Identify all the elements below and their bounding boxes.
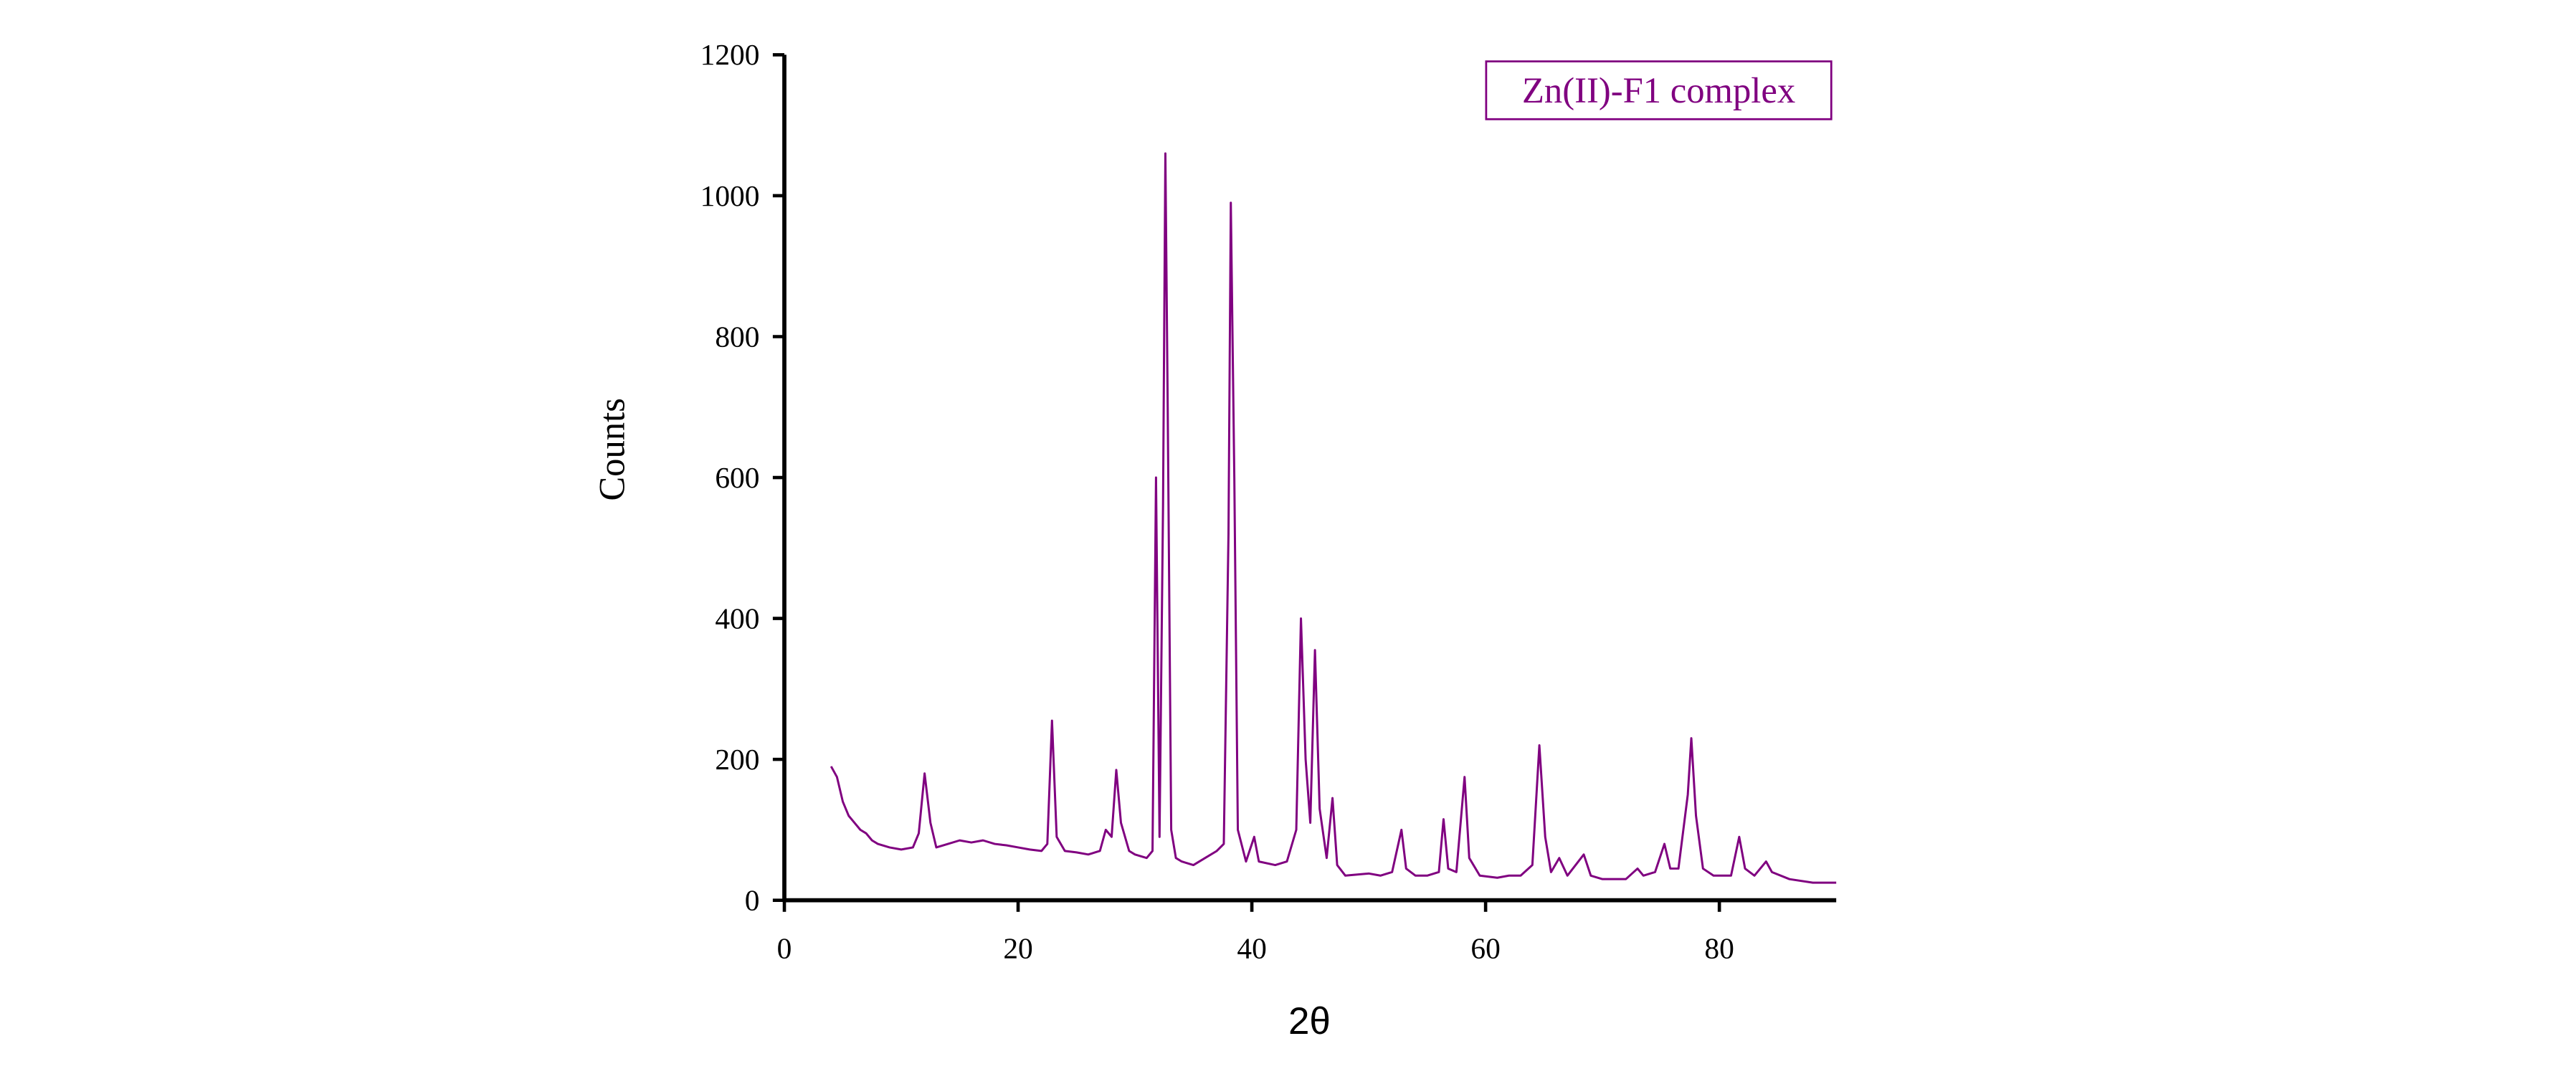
x-tick-label: 60 <box>1470 931 1500 964</box>
y-tick-label: 200 <box>715 743 759 776</box>
x-tick-label: 0 <box>777 931 792 964</box>
legend-box <box>1485 60 1833 120</box>
x-tick-label: 20 <box>1003 931 1032 964</box>
data-line <box>830 152 1837 884</box>
y-tick-label: 400 <box>715 602 759 635</box>
y-tick-label: 1000 <box>700 179 760 212</box>
y-tick-label: 1200 <box>700 38 760 71</box>
x-axis-label: 2θ <box>1288 1000 1331 1042</box>
y-tick-label: 0 <box>745 883 760 916</box>
legend-label: Zn(II)-F1 complex <box>1522 70 1795 110</box>
y-axis-label: Counts <box>592 398 632 501</box>
y-tick-label: 600 <box>715 461 759 494</box>
x-tick-label: 80 <box>1704 931 1734 964</box>
y-tick-label: 800 <box>715 320 759 353</box>
x-tick-label: 40 <box>1237 931 1266 964</box>
